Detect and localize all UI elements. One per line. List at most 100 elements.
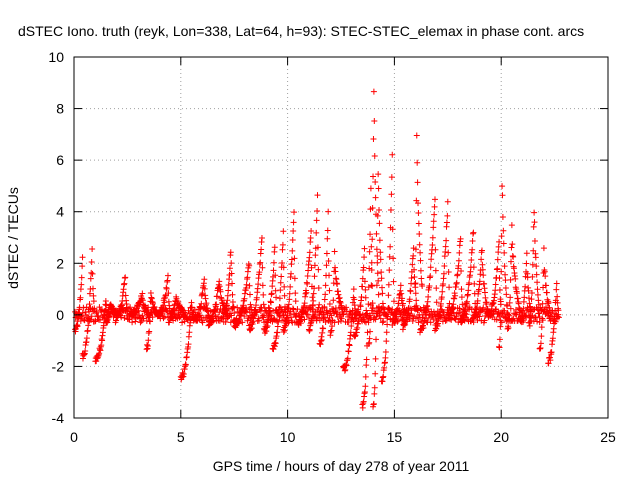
data-point (469, 238, 476, 245)
data-point (478, 247, 485, 254)
data-point (385, 292, 392, 299)
data-point (306, 249, 313, 256)
data-point (554, 293, 561, 300)
data-point (523, 250, 530, 257)
data-point (272, 287, 279, 294)
data-point (297, 317, 304, 324)
data-point (384, 315, 391, 322)
data-point (542, 273, 549, 280)
data-point (458, 286, 465, 293)
data-point (532, 254, 539, 261)
data-point (417, 267, 424, 274)
data-point (186, 310, 193, 317)
data-point (493, 306, 500, 313)
data-point (516, 315, 523, 322)
data-point (81, 316, 88, 323)
data-point (290, 219, 297, 226)
data-point (450, 309, 457, 316)
data-point (398, 310, 405, 317)
data-point (409, 261, 416, 268)
data-point (248, 325, 255, 332)
data-point (497, 298, 504, 305)
data-point (463, 311, 470, 318)
data-point (453, 279, 460, 286)
data-point (374, 259, 381, 266)
data-point (372, 194, 379, 201)
data-point (163, 285, 170, 292)
data-point (442, 243, 449, 250)
x-tick-label: 20 (493, 429, 509, 445)
data-point (418, 318, 425, 325)
data-point (474, 297, 481, 304)
data-point (343, 362, 350, 369)
data-point (304, 280, 311, 287)
data-point (273, 306, 280, 313)
data-point (443, 314, 450, 321)
data-point (272, 340, 279, 347)
data-point (290, 306, 297, 313)
data-point (276, 313, 283, 320)
data-point (291, 255, 298, 262)
data-point (388, 191, 395, 198)
data-point (534, 286, 541, 293)
data-point (336, 304, 343, 311)
data-point (201, 276, 208, 283)
data-point (346, 342, 353, 349)
data-point (440, 280, 447, 287)
data-point (443, 237, 450, 244)
data-point (278, 307, 285, 314)
data-point (262, 307, 269, 314)
data-point (458, 268, 465, 275)
data-point (362, 373, 369, 380)
data-point (452, 292, 459, 299)
data-point (371, 117, 378, 124)
data-point (371, 153, 378, 160)
data-point (272, 272, 279, 279)
data-point (535, 310, 542, 317)
data-point (122, 274, 129, 281)
data-point (362, 294, 369, 301)
data-point (323, 262, 330, 269)
data-point (388, 174, 395, 181)
data-point (496, 336, 503, 343)
data-point (100, 319, 107, 326)
data-point (191, 306, 198, 313)
data-point (259, 264, 266, 271)
data-point (498, 319, 505, 326)
data-point (145, 304, 152, 311)
data-point (373, 336, 380, 343)
data-point (370, 400, 377, 407)
data-point (280, 264, 287, 271)
plot-frame (73, 56, 609, 419)
data-point (534, 291, 541, 298)
data-point (276, 295, 283, 302)
data-point (445, 249, 452, 256)
data-point (406, 296, 413, 303)
data-point (211, 306, 218, 313)
data-point (249, 320, 256, 327)
data-point (375, 291, 382, 298)
data-point (212, 313, 219, 320)
data-point (225, 313, 232, 320)
data-point (373, 313, 380, 320)
data-point (270, 307, 277, 314)
data-point (363, 362, 370, 369)
data-point (517, 318, 524, 325)
data-point (348, 322, 355, 329)
data-point (255, 281, 262, 288)
data-point (355, 306, 362, 313)
data-point (422, 315, 429, 322)
data-point (409, 318, 416, 325)
data-point (259, 282, 266, 289)
data-point (144, 342, 151, 349)
data-point (302, 308, 309, 315)
data-point (227, 249, 234, 256)
data-point (121, 280, 128, 287)
data-point (529, 261, 536, 268)
data-point (257, 308, 264, 315)
data-point (126, 316, 133, 323)
data-point (549, 335, 556, 342)
data-point (415, 210, 422, 217)
data-point (198, 300, 205, 307)
data-point (362, 383, 369, 390)
